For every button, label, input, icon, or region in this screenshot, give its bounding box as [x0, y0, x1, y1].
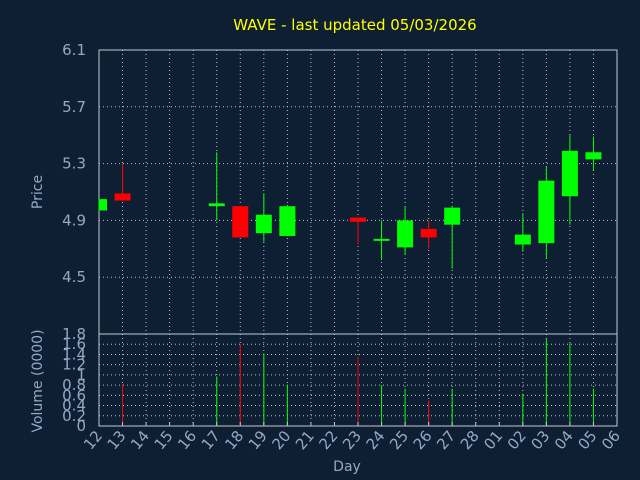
volume-panel: 1.81.61.41.210.80.60.40.20: [62, 325, 618, 435]
volume-tick-label: 0: [76, 417, 86, 435]
candle-body: [114, 193, 131, 201]
volume-tick-label: 1.8: [62, 325, 86, 343]
candle-body: [279, 206, 296, 237]
price-tick-label: 4.9: [62, 211, 86, 229]
volume-tick-label: 1.4: [62, 345, 86, 363]
x-tick-label: 20: [268, 427, 294, 453]
candle-body: [397, 220, 414, 248]
candle-body: [232, 206, 249, 238]
candle-body: [561, 150, 578, 197]
x-tick-label: 13: [104, 427, 130, 453]
candle-body: [420, 228, 437, 238]
x-tick-label: 14: [127, 427, 153, 453]
candle-body: [99, 199, 107, 211]
candle-body: [444, 207, 461, 225]
price-panel: 6.1 5.7 5.3 4.9 4.5: [62, 41, 618, 335]
candle-body: [538, 180, 555, 244]
volume-tick-label: 1: [76, 366, 86, 384]
candle-body: [514, 234, 531, 245]
x-tick-label: 17: [198, 427, 224, 453]
price-tick-label: 6.1: [62, 41, 86, 59]
candle-body: [350, 217, 366, 222]
price-tick-label: 4.5: [62, 268, 86, 286]
volume-tick-label: 0.6: [62, 386, 86, 404]
x-tick-label: 16: [174, 427, 200, 453]
x-tick-label: 28: [457, 427, 483, 453]
x-tick-label: 03: [527, 427, 553, 453]
volume-tick-label: 0.8: [62, 376, 86, 394]
x-tick-label: 27: [433, 427, 459, 453]
x-tick-label: 22: [315, 427, 341, 453]
x-tick-label: 05: [574, 427, 600, 453]
volume-tick-label: 0.4: [62, 397, 86, 415]
x-axis: 1213141516171819202122232425262728010203…: [80, 422, 624, 453]
volume-tick-label: 1.6: [62, 335, 86, 353]
price-tick-label: 5.3: [62, 155, 86, 173]
price-axis-label: Price: [30, 175, 46, 209]
candle-body: [373, 238, 390, 241]
x-tick-label: 21: [292, 427, 318, 453]
x-tick-label: 02: [504, 427, 530, 453]
x-tick-label: 01: [480, 427, 506, 453]
price-tick-label: 5.7: [62, 98, 86, 116]
chart-title: WAVE - last updated 05/03/2026: [233, 16, 476, 34]
x-tick-label: 15: [151, 427, 177, 453]
x-tick-label: 18: [221, 427, 247, 453]
x-tick-label: 06: [598, 427, 624, 453]
x-tick-label: 04: [551, 427, 577, 453]
x-tick-label: 25: [386, 427, 412, 453]
x-tick-label: 26: [410, 427, 436, 453]
volume-axis-label: Volume (0000): [30, 329, 46, 432]
volume-tick-label: 1.2: [62, 356, 86, 374]
x-tick-label: 23: [339, 427, 365, 453]
day-axis-label: Day: [333, 459, 361, 475]
candle-body: [255, 214, 272, 234]
volume-tick-label: 0.2: [62, 407, 86, 425]
candle-body: [208, 203, 225, 207]
x-tick-label: 19: [245, 427, 271, 453]
x-tick-label: 24: [363, 427, 389, 453]
candle-body: [585, 152, 602, 160]
